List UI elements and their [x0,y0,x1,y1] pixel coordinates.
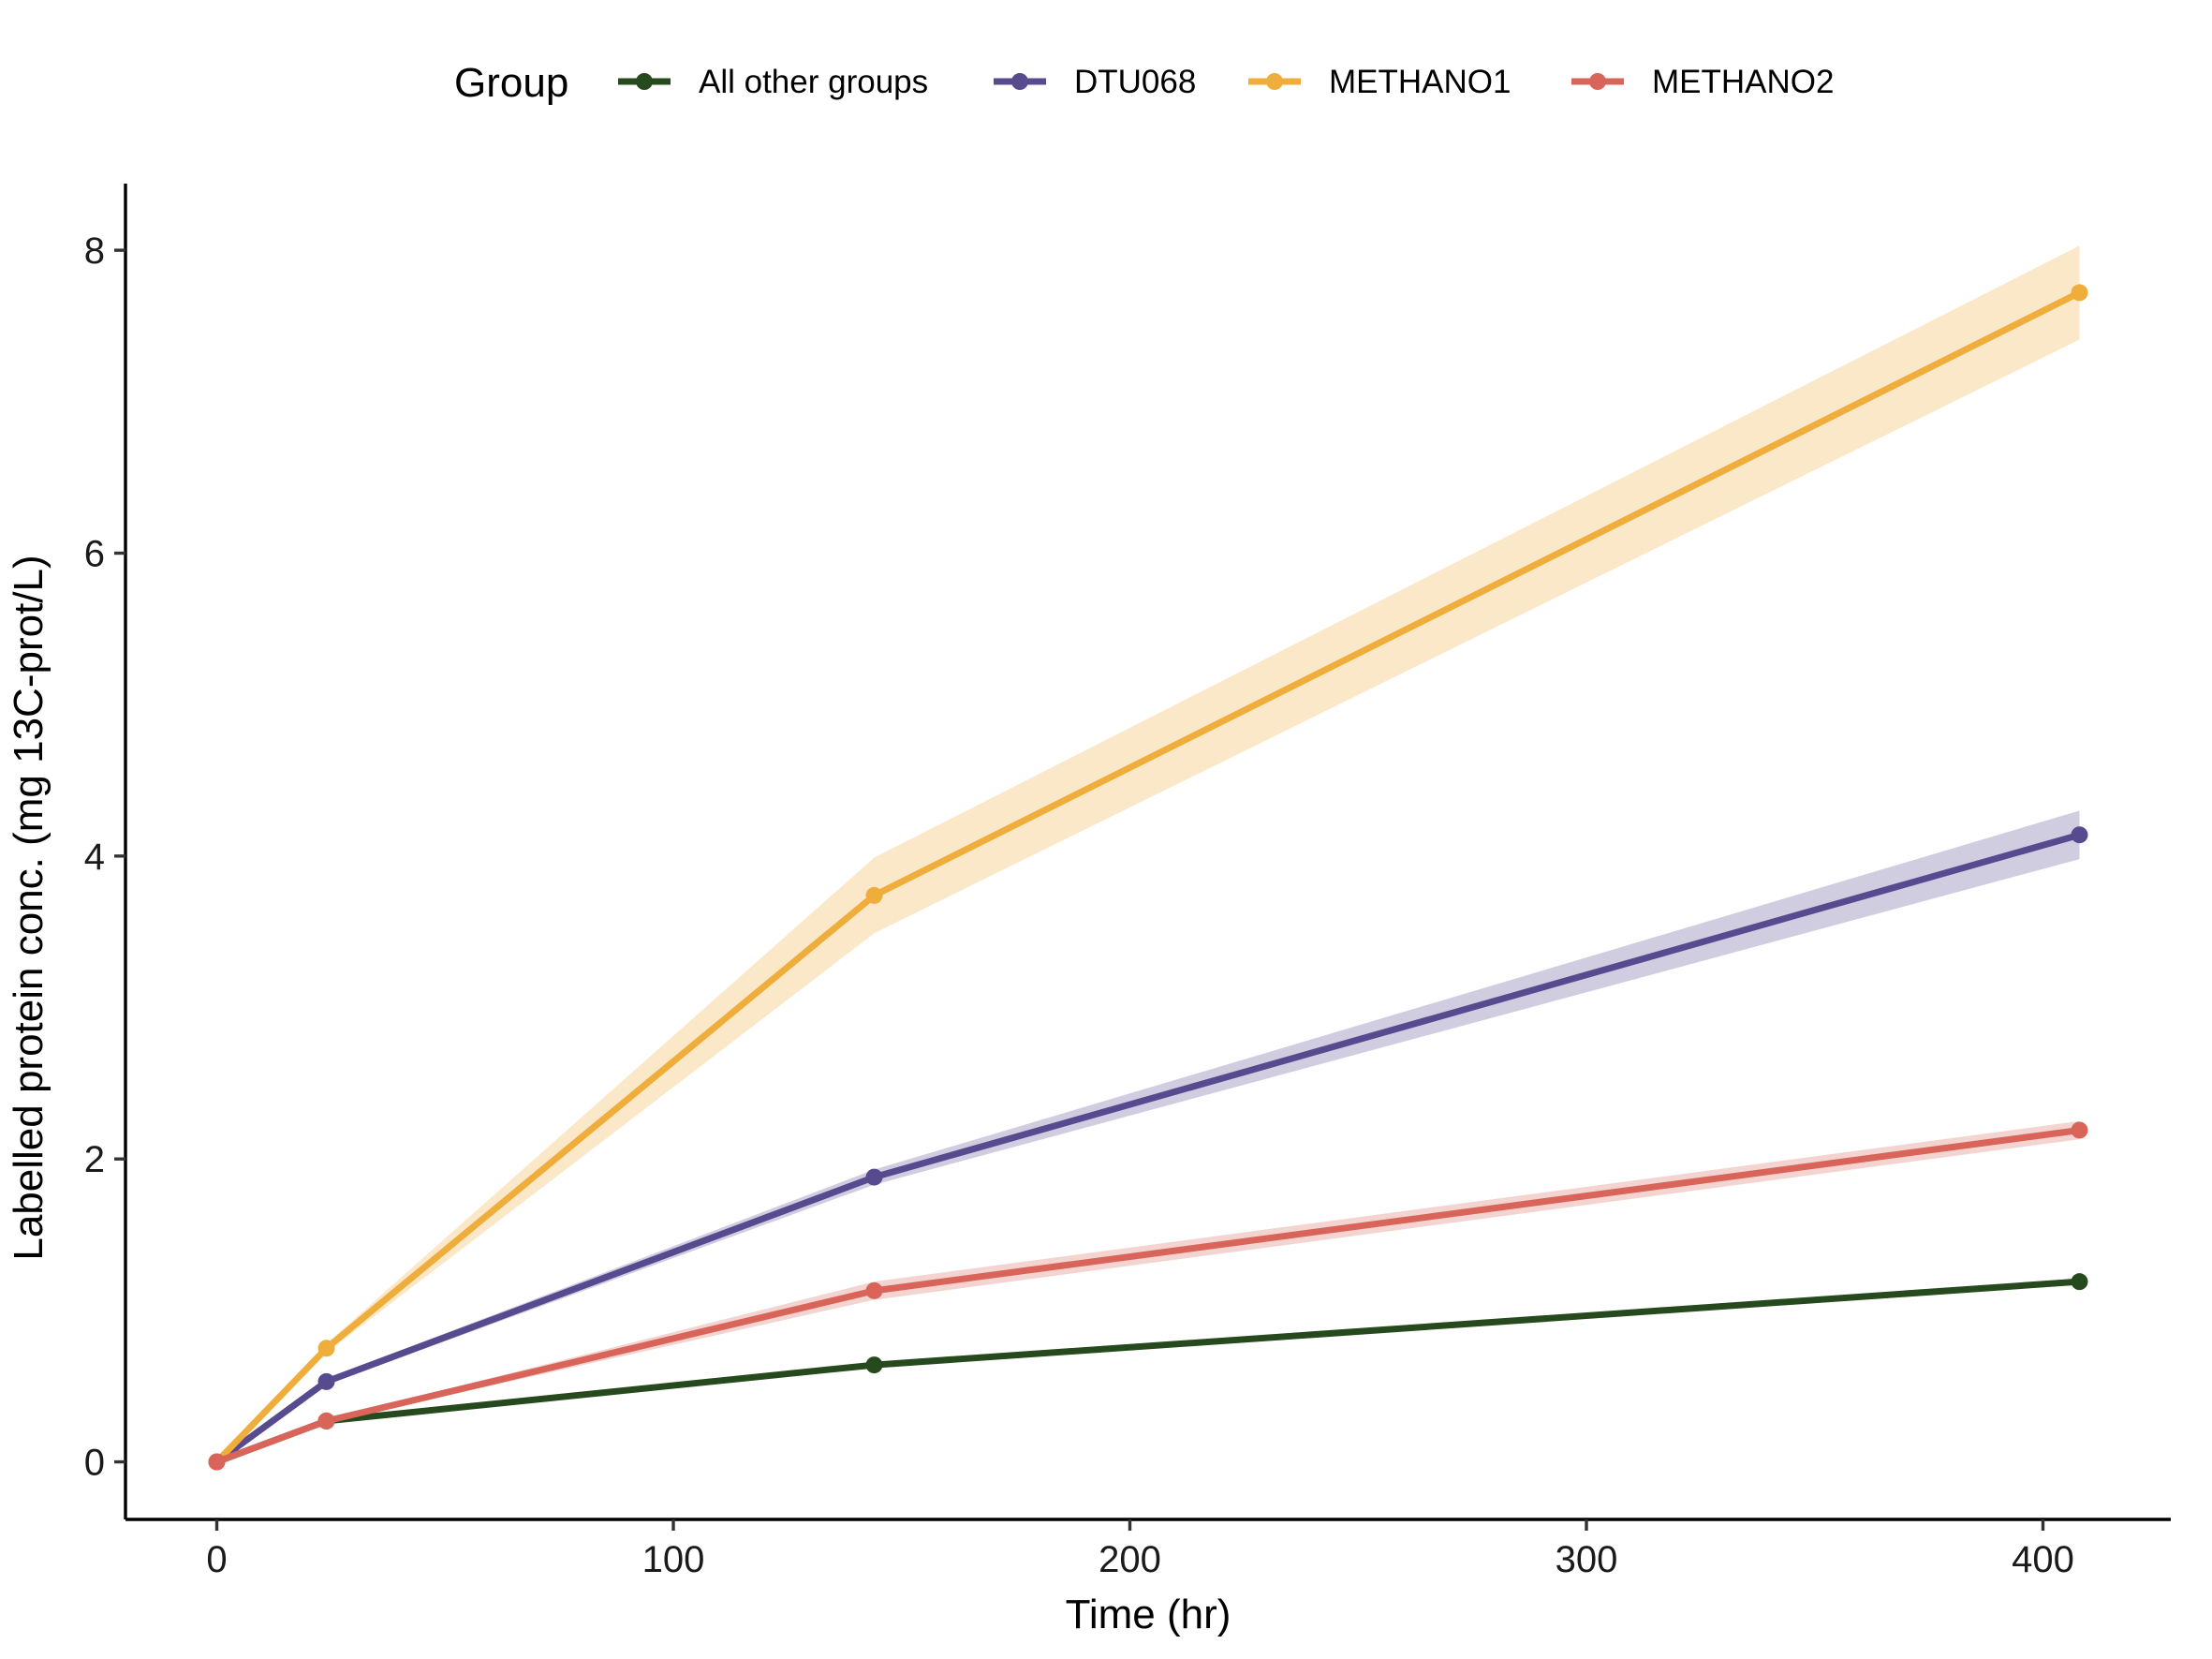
legend-item-all-other-groups: All other groups [618,64,928,100]
point-methano1 [865,886,883,904]
legend-key-point [1011,73,1028,90]
legend-label: METHANO1 [1329,64,1511,100]
legend-key-point [636,73,653,90]
y-axis-title: Labelled protein conc. (mg 13C-prot/L) [6,555,52,1260]
legend-label: All other groups [699,64,928,100]
point-methano2 [2071,1121,2088,1139]
x-tick-label: 200 [1099,1539,1161,1580]
line-dtu068 [214,831,2081,1465]
series-points [208,284,2088,1471]
ribbon-dtu068 [216,810,2080,1462]
point-methano1 [317,1340,335,1357]
line-methano2 [215,1127,2080,1465]
x-tick-label: 300 [1556,1539,1618,1580]
y-tick-label: 0 [84,1443,105,1484]
legend-label: DTU068 [1074,64,1196,100]
x-tick-label: 100 [642,1539,705,1580]
point-dtu068 [2071,826,2088,844]
legend-item-methano2: METHANO2 [1571,64,1834,100]
x-axis-ticks: 0 100 200 300 400 [206,1519,2074,1580]
point-methano1 [2071,284,2088,302]
y-tick-label: 2 [84,1139,105,1180]
point-dtu068 [865,1168,883,1186]
y-axis-ticks: 0 2 4 6 8 [84,230,125,1484]
legend-key-point [1589,73,1606,90]
confidence-ribbons [216,245,2080,1462]
x-axis-title: Time (hr) [1066,1592,1231,1637]
ribbon-methano2 [216,1120,2080,1462]
legend-label: METHANO2 [1652,64,1834,100]
legend-key-point [1266,73,1283,90]
ribbon-all-other-groups [216,1278,2080,1462]
series-lines [214,289,2082,1465]
legend: Group All other groups DTU068 METHANO1 METH… [454,60,1834,106]
point-all-other-groups [865,1356,883,1374]
line-all-other-groups [215,1278,2080,1465]
point-methano2 [317,1412,335,1429]
ribbon-methano1 [216,245,2080,1462]
legend-title: Group [454,60,568,106]
point-methano2 [208,1453,226,1471]
point-dtu068 [317,1372,335,1390]
axes [124,184,2171,1521]
point-methano2 [865,1281,883,1299]
legend-item-methano1: METHANO1 [1248,64,1511,100]
x-tick-label: 0 [206,1539,227,1580]
y-tick-label: 6 [84,533,105,574]
legend-item-dtu068: DTU068 [994,64,1196,100]
x-tick-label: 400 [2012,1539,2074,1580]
point-all-other-groups [2071,1273,2088,1291]
line-methano1 [214,289,2082,1464]
y-tick-label: 8 [84,230,105,272]
y-tick-label: 4 [84,837,105,878]
